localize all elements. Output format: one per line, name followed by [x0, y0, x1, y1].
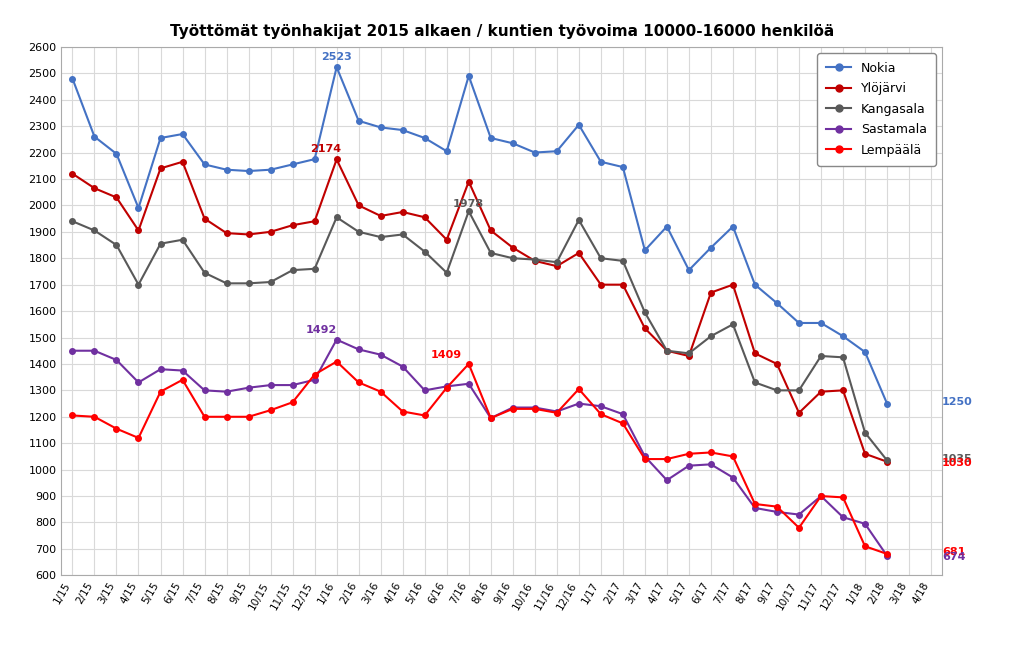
Text: 1035: 1035	[942, 454, 973, 464]
Text: 1978: 1978	[454, 199, 484, 209]
Text: 1409: 1409	[431, 350, 462, 360]
Text: 1492: 1492	[305, 325, 337, 335]
Title: Työttömät työnhakijat 2015 alkaen / kuntien työvoima 10000-16000 henkilöä: Työttömät työnhakijat 2015 alkaen / kunt…	[170, 23, 834, 39]
Text: 674: 674	[942, 552, 966, 562]
Text: 681: 681	[942, 547, 966, 557]
Text: 2174: 2174	[310, 144, 341, 154]
Text: 1030: 1030	[942, 458, 973, 468]
Text: 2523: 2523	[322, 52, 352, 62]
Legend: Nokia, Ylöjärvi, Kangasala, Sastamala, Lempäälä: Nokia, Ylöjärvi, Kangasala, Sastamala, L…	[817, 53, 936, 166]
Text: 1250: 1250	[942, 397, 973, 407]
